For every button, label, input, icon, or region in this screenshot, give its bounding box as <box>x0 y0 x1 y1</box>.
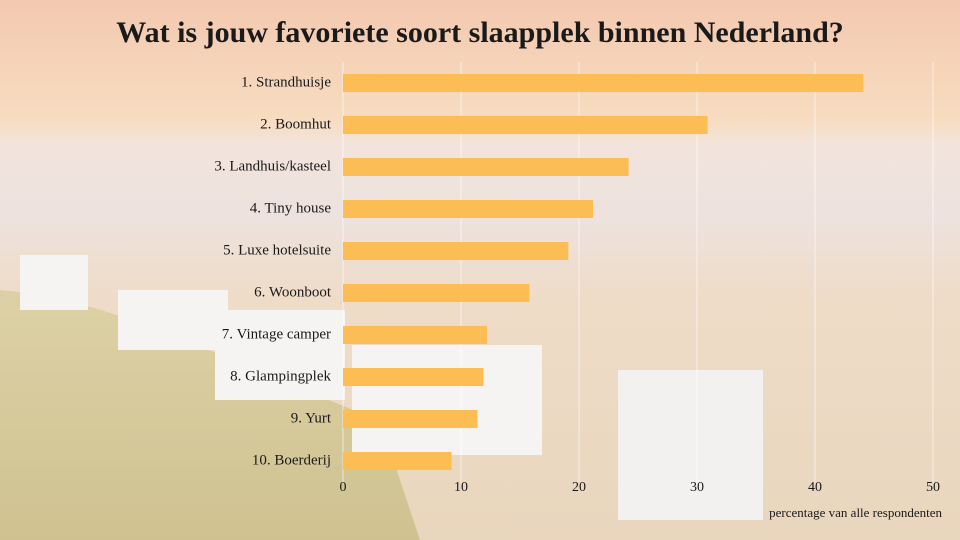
bar <box>343 368 484 386</box>
y-tick-label: 8. Glampingplek <box>230 368 331 384</box>
bar <box>343 326 487 344</box>
y-tick-label: 4. Tiny house <box>250 200 332 216</box>
x-axis-label: percentage van alle respondenten <box>769 505 942 520</box>
y-tick-label: 3. Landhuis/kasteel <box>214 158 331 174</box>
y-tick-label: 10. Boerderij <box>252 452 331 468</box>
bar <box>343 452 452 470</box>
y-tick-label: 2. Boomhut <box>260 116 332 132</box>
y-tick-label: 6. Woonboot <box>254 284 332 300</box>
beach-hut <box>118 290 228 350</box>
bar <box>343 116 708 134</box>
beach-hut <box>215 310 345 400</box>
beach-hut <box>618 370 763 520</box>
x-tick-label: 20 <box>572 480 586 495</box>
x-tick-label: 50 <box>926 480 940 495</box>
x-tick-label: 30 <box>690 480 704 495</box>
bar <box>343 410 478 428</box>
x-tick-label: 40 <box>808 480 822 495</box>
beach-hut <box>352 345 542 455</box>
bar <box>343 74 864 92</box>
y-tick-label: 5. Luxe hotelsuite <box>223 242 331 258</box>
y-tick-label: 1. Strandhuisje <box>241 74 331 90</box>
chart-title: Wat is jouw favoriete soort slaapplek bi… <box>116 16 844 49</box>
dune <box>0 290 420 540</box>
bar <box>343 200 594 218</box>
bar <box>343 284 530 302</box>
y-tick-label: 9. Yurt <box>291 410 332 426</box>
x-tick-label: 10 <box>454 480 468 495</box>
bar <box>343 242 569 260</box>
x-tick-label: 0 <box>340 480 347 495</box>
beach-hut <box>20 255 88 310</box>
bar <box>343 158 629 176</box>
y-tick-label: 7. Vintage camper <box>222 326 331 342</box>
